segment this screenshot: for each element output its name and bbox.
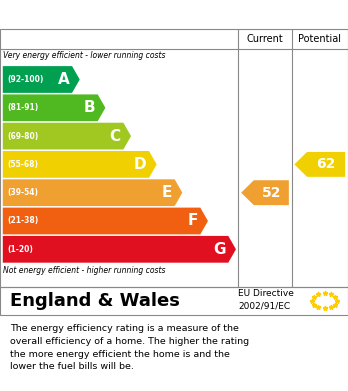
Text: Not energy efficient - higher running costs: Not energy efficient - higher running co…: [3, 266, 166, 275]
Text: D: D: [134, 157, 146, 172]
Text: EU Directive
2002/91/EC: EU Directive 2002/91/EC: [238, 289, 294, 311]
Text: (92-100): (92-100): [7, 75, 44, 84]
Text: Very energy efficient - lower running costs: Very energy efficient - lower running co…: [3, 51, 166, 60]
Text: F: F: [187, 213, 198, 228]
Text: England & Wales: England & Wales: [10, 292, 180, 310]
Text: E: E: [161, 185, 172, 200]
Text: (21-38): (21-38): [7, 217, 38, 226]
Text: Potential: Potential: [298, 34, 341, 44]
Text: 62: 62: [316, 158, 336, 171]
Text: (1-20): (1-20): [7, 245, 33, 254]
Text: A: A: [57, 72, 69, 87]
Polygon shape: [3, 179, 182, 206]
Polygon shape: [241, 180, 289, 205]
Text: (81-91): (81-91): [7, 103, 38, 112]
Text: C: C: [110, 129, 121, 143]
Polygon shape: [3, 208, 208, 234]
Text: 52: 52: [262, 186, 281, 200]
Text: B: B: [83, 100, 95, 115]
Text: Current: Current: [247, 34, 283, 44]
Text: Energy Efficiency Rating: Energy Efficiency Rating: [69, 7, 279, 22]
Polygon shape: [294, 152, 345, 177]
Polygon shape: [3, 94, 105, 121]
Polygon shape: [3, 123, 131, 149]
Text: (55-68): (55-68): [7, 160, 38, 169]
Polygon shape: [3, 66, 80, 93]
Text: (39-54): (39-54): [7, 188, 38, 197]
Text: (69-80): (69-80): [7, 132, 38, 141]
Polygon shape: [3, 236, 236, 263]
Text: The energy efficiency rating is a measure of the
overall efficiency of a home. T: The energy efficiency rating is a measur…: [10, 324, 250, 371]
Text: G: G: [213, 242, 226, 257]
Polygon shape: [3, 151, 157, 178]
